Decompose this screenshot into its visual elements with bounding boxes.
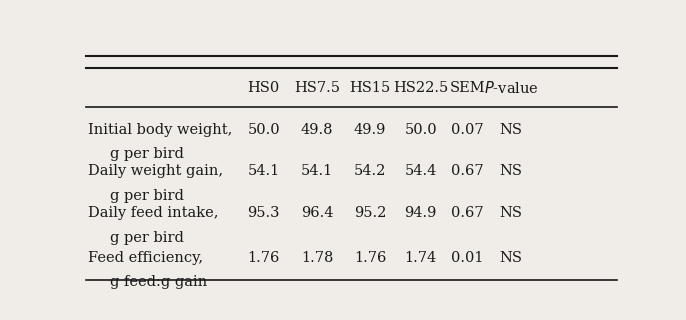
Text: 49.8: 49.8 bbox=[300, 123, 333, 137]
Text: 54.2: 54.2 bbox=[354, 164, 386, 179]
Text: Daily feed intake,: Daily feed intake, bbox=[88, 206, 219, 220]
Text: 0.67: 0.67 bbox=[451, 206, 484, 220]
Text: 54.1: 54.1 bbox=[301, 164, 333, 179]
Text: HS0: HS0 bbox=[248, 81, 280, 95]
Text: HS7.5: HS7.5 bbox=[294, 81, 340, 95]
Text: NS: NS bbox=[499, 164, 523, 179]
Text: 50.0: 50.0 bbox=[404, 123, 437, 137]
Text: 0.01: 0.01 bbox=[451, 251, 484, 265]
Text: g per bird: g per bird bbox=[110, 189, 184, 203]
Text: 1.78: 1.78 bbox=[301, 251, 333, 265]
Text: 1.76: 1.76 bbox=[248, 251, 280, 265]
Text: g per bird: g per bird bbox=[110, 231, 184, 245]
Text: NS: NS bbox=[499, 251, 523, 265]
Text: 1.74: 1.74 bbox=[405, 251, 437, 265]
Text: 49.9: 49.9 bbox=[354, 123, 386, 137]
Text: 96.4: 96.4 bbox=[300, 206, 333, 220]
Text: SEM: SEM bbox=[449, 81, 485, 95]
Text: g per bird: g per bird bbox=[110, 147, 184, 161]
Text: HS22.5: HS22.5 bbox=[393, 81, 449, 95]
Text: HS15: HS15 bbox=[350, 81, 391, 95]
Text: g feed:g gain: g feed:g gain bbox=[110, 275, 207, 289]
Text: 1.76: 1.76 bbox=[354, 251, 386, 265]
Text: 0.67: 0.67 bbox=[451, 164, 484, 179]
Text: Daily weight gain,: Daily weight gain, bbox=[88, 164, 224, 179]
Text: NS: NS bbox=[499, 206, 523, 220]
Text: 0.07: 0.07 bbox=[451, 123, 484, 137]
Text: 54.1: 54.1 bbox=[248, 164, 280, 179]
Text: NS: NS bbox=[499, 123, 523, 137]
Text: 50.0: 50.0 bbox=[248, 123, 280, 137]
Text: Initial body weight,: Initial body weight, bbox=[88, 123, 233, 137]
Text: 95.2: 95.2 bbox=[354, 206, 386, 220]
Text: 54.4: 54.4 bbox=[405, 164, 437, 179]
Text: Feed efficiency,: Feed efficiency, bbox=[88, 251, 204, 265]
Text: 94.9: 94.9 bbox=[405, 206, 437, 220]
Text: 95.3: 95.3 bbox=[248, 206, 280, 220]
Text: $\it{P}$-value: $\it{P}$-value bbox=[484, 80, 539, 96]
